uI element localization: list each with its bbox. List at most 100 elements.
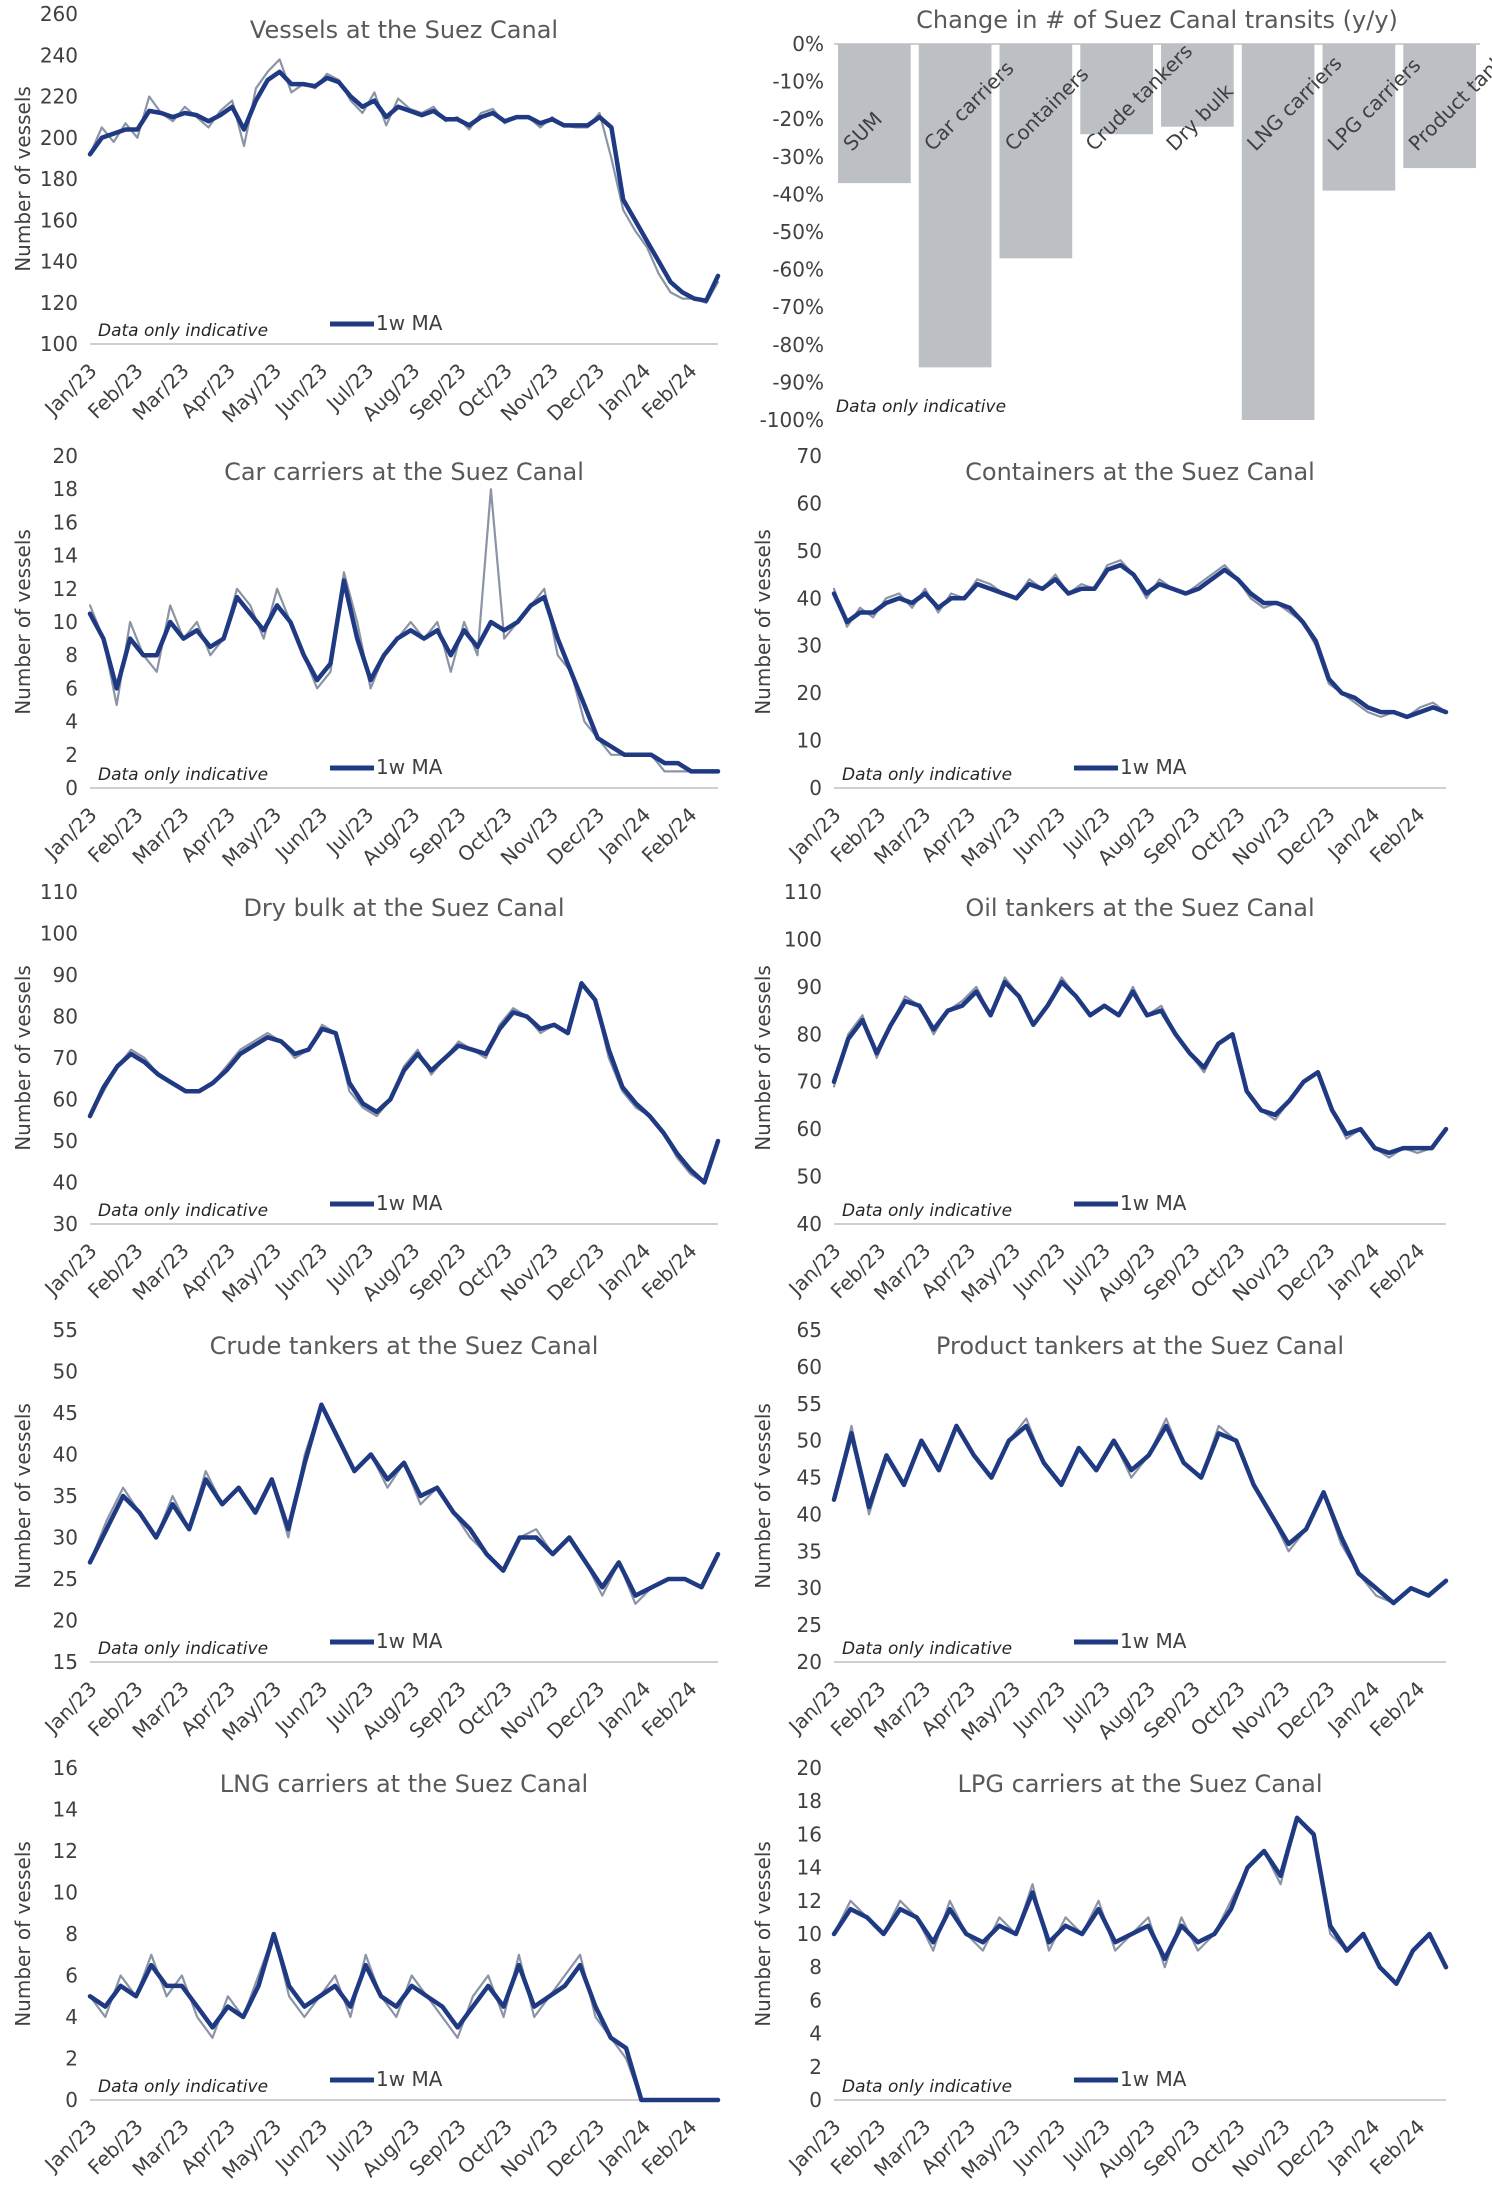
y-tick-label: 10 [53, 1881, 78, 1905]
ma-series-line [87, 981, 721, 1185]
chart-transits: 0% -10% -20% -30% -40% -50% -60% -70% -80% -90% -1… [760, 6, 1492, 432]
legend-label: 1w MA [376, 1629, 443, 1653]
y-tick-label: 45 [797, 1466, 822, 1490]
bar-car-carriers [918, 44, 992, 368]
data-note: Data only indicative [842, 1201, 1012, 1221]
y-axis-label: Number of vessels [11, 529, 35, 715]
chart-title: LNG carriers at the Suez Canal [220, 1770, 588, 1798]
data-note: Data only indicative [98, 321, 268, 341]
y-tick-label: 90 [53, 963, 78, 987]
y-tick-label: 12 [797, 1889, 822, 1913]
ma-series-line [831, 979, 1449, 1156]
y-tick-label: 25 [797, 1613, 822, 1637]
y-axis-label: Number of vessels [751, 529, 775, 715]
y-tick-label: 16 [53, 510, 78, 534]
y-tick-label: 12 [53, 577, 78, 601]
bar-lpg-carriers [1322, 44, 1396, 191]
data-note: Data only indicative [842, 765, 1012, 785]
y-tick-label: 4 [809, 2022, 822, 2046]
y-tick-label: 6 [809, 1988, 822, 2012]
y-tick-label: 60 [797, 1355, 822, 1379]
raw-series-line [88, 58, 720, 304]
y-tick-label: 60 [797, 491, 822, 515]
y-tick-label: 70 [797, 444, 822, 468]
y-tick-label: 4 [65, 2005, 78, 2029]
chart-title: LPG carriers at the Suez Canal [958, 1770, 1323, 1798]
legend-label: 1w MA [376, 1191, 443, 1215]
y-tick-label: 20 [53, 1609, 78, 1633]
chart-containers: 010203040506070Jan/23Feb/23Mar/23Apr/23M… [751, 444, 1449, 872]
y-tick-label: 55 [797, 1392, 822, 1416]
y-axis-label: Number of vessels [11, 86, 35, 272]
y-tick-label: 50 [797, 539, 822, 563]
y-tick-label: 15 [53, 1650, 78, 1674]
y-tick-label: 16 [53, 1756, 78, 1780]
data-note: Data only indicative [98, 1201, 268, 1221]
y-tick-label: 30 [797, 634, 822, 658]
data-note: Data only indicative [842, 2077, 1012, 2097]
bar-product-tankers [1403, 44, 1476, 169]
bar-crude-tankers [1080, 44, 1153, 135]
chart-title: Dry bulk at the Suez Canal [243, 894, 564, 922]
y-tick-label: 110 [40, 880, 78, 904]
y-tick-label: 0 [809, 2088, 822, 2112]
y-tick-label: 2 [65, 743, 78, 767]
data-note: Data only indicative [98, 1639, 268, 1659]
y-tick-label: 2 [809, 2055, 822, 2079]
ma-series-line [87, 578, 721, 774]
y-tick-label: 25 [53, 1567, 78, 1591]
ma-series-line [831, 1815, 1449, 1987]
y-tick-label: 180 [40, 167, 78, 191]
y-tick-label: 20 [797, 1650, 822, 1674]
y-tick-label: 55 [53, 1318, 78, 1342]
data-note: Data only indicative [98, 2077, 268, 2097]
chart-vessels: 100120140160180200220240260Jan/23Feb/23M… [11, 2, 721, 428]
y-tick-label: -80% [772, 333, 824, 357]
y-tick-label: 30 [53, 1526, 78, 1550]
ma-series-line [87, 1402, 721, 1598]
y-tick-label: 14 [797, 1856, 822, 1880]
y-tick-label: 60 [797, 1117, 822, 1141]
y-tick-label: 40 [797, 1212, 822, 1236]
y-tick-label: 14 [53, 544, 78, 568]
y-tick-label: 12 [53, 1839, 78, 1863]
raw-series-line [832, 1816, 1448, 1985]
y-tick-label: 50 [53, 1360, 78, 1384]
bar-containers [999, 44, 1073, 259]
chart-title: Crude tankers at the Suez Canal [210, 1332, 599, 1360]
y-tick-label: 6 [65, 676, 78, 700]
y-tick-label: 100 [40, 332, 78, 356]
legend-label: 1w MA [376, 2067, 443, 2091]
y-tick-label: 45 [53, 1401, 78, 1425]
y-tick-label: 65 [797, 1318, 822, 1342]
chart-title: Product tankers at the Suez Canal [936, 1332, 1344, 1360]
y-axis-label: Number of vessels [11, 1403, 35, 1589]
ma-series-line [831, 1423, 1449, 1606]
y-tick-label: 40 [53, 1171, 78, 1195]
y-tick-label: 220 [40, 85, 78, 109]
y-tick-label: 2 [65, 2047, 78, 2071]
chart-lng: 0246810121416Jan/23Feb/23Mar/23Apr/23May… [11, 1756, 721, 2184]
y-axis-label: Number of vessels [751, 1403, 775, 1589]
ma-series-line [87, 69, 721, 303]
y-tick-label: 8 [65, 643, 78, 667]
chart-lpg: 02468101214161820Jan/23Feb/23Mar/23Apr/2… [751, 1756, 1449, 2184]
y-axis-label: Number of vessels [11, 965, 35, 1151]
y-tick-label: 20 [53, 444, 78, 468]
y-tick-label: 30 [53, 1212, 78, 1236]
y-axis-label: Number of vessels [11, 1841, 35, 2027]
ma-series-line [87, 1931, 721, 2103]
y-tick-label: 10 [53, 610, 78, 634]
raw-series-line [88, 982, 720, 1184]
y-tick-label: 40 [53, 1443, 78, 1467]
y-tick-label: 90 [797, 975, 822, 999]
y-tick-label: -60% [772, 258, 824, 282]
chart-crude: 152025303540455055Jan/23Feb/23Mar/23Apr/… [11, 1318, 721, 1746]
y-tick-label: 80 [53, 1005, 78, 1029]
y-tick-label: 70 [797, 1070, 822, 1094]
chart-car: 02468101214161820Jan/23Feb/23Mar/23Apr/2… [11, 444, 721, 872]
legend-label: 1w MA [1120, 1191, 1187, 1215]
y-tick-label: 70 [53, 1046, 78, 1070]
y-tick-label: -10% [772, 70, 824, 94]
y-tick-label: 6 [65, 1964, 78, 1988]
